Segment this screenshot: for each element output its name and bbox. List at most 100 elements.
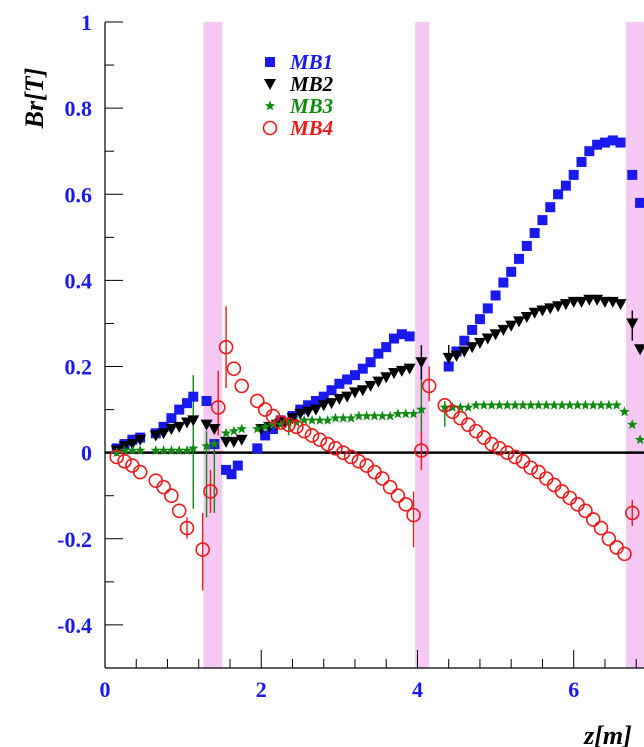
- data-point-mb3: [252, 423, 263, 434]
- data-point-mb2: [380, 372, 393, 384]
- data-point-mb2: [505, 320, 518, 332]
- series-mb1: [111, 135, 644, 480]
- data-point-mb3: [209, 438, 220, 449]
- data-point-mb2: [466, 342, 479, 354]
- data-point-mb3: [236, 423, 247, 434]
- data-point-mb1: [615, 137, 626, 148]
- data-point-mb4: [507, 449, 523, 465]
- data-point-mb4: [210, 400, 226, 415]
- data-point-mb2: [173, 421, 186, 433]
- data-point-mb1: [396, 329, 407, 340]
- data-point-mb3: [158, 445, 169, 455]
- data-point-mb1: [342, 374, 353, 385]
- data-point-mb4: [617, 546, 632, 562]
- data-point-mb3: [345, 412, 357, 423]
- data-point-mb3: [494, 399, 505, 410]
- data-point-mb3: [134, 445, 146, 455]
- legend-label-mb1: MB1: [289, 50, 333, 74]
- data-point-mb3: [353, 410, 365, 421]
- data-point-mb4: [421, 378, 437, 394]
- data-point-mb1: [635, 197, 644, 208]
- legend-marker-mb4: [262, 120, 278, 136]
- legend-label-mb2: MB2: [289, 72, 334, 96]
- data-point-mb3: [447, 401, 458, 412]
- y-tick-label: 0.8: [65, 96, 93, 121]
- data-point-mb1: [529, 228, 540, 239]
- data-point-mb4: [132, 464, 148, 480]
- data-point-mb1: [166, 413, 177, 424]
- data-point-mb2: [388, 367, 401, 379]
- data-point-mb3: [111, 447, 122, 458]
- data-point-mb4: [218, 339, 234, 355]
- data-point-mb2: [341, 391, 354, 403]
- data-point-mb3: [377, 410, 388, 421]
- data-point-mb3: [572, 399, 583, 410]
- data-point-mb3: [470, 399, 482, 410]
- data-point-mb4: [289, 419, 304, 435]
- legend-marker-mb3: [264, 100, 276, 111]
- data-point-mb2: [528, 307, 541, 319]
- y-tick-label: 1: [81, 10, 92, 35]
- data-point-mb1: [404, 331, 415, 342]
- data-point-mb1: [232, 460, 243, 471]
- data-point-mb2: [309, 404, 322, 416]
- x-tick-label: 0: [100, 677, 111, 702]
- data-point-mb1: [443, 361, 454, 372]
- data-point-mb1: [459, 335, 470, 346]
- data-point-mb3: [322, 414, 333, 425]
- data-point-mb4: [593, 520, 609, 536]
- data-point-mb2: [208, 423, 221, 435]
- data-point-mb2: [149, 430, 162, 442]
- data-point-mb2: [544, 303, 557, 315]
- data-point-mb1: [349, 370, 360, 381]
- data-point-mb1: [381, 342, 392, 353]
- data-point-mb1: [201, 395, 212, 406]
- data-point-mb3: [595, 399, 607, 410]
- data-point-mb1: [498, 277, 509, 288]
- data-point-mb1: [226, 469, 237, 480]
- data-point-mb4: [156, 479, 171, 495]
- x-axis-title: z[m]: [583, 721, 632, 747]
- data-point-mb2: [372, 376, 385, 388]
- data-point-mb3: [384, 410, 396, 421]
- data-point-mb3: [174, 445, 185, 455]
- data-point-mb4: [296, 423, 312, 439]
- data-point-mb3: [611, 399, 622, 410]
- data-point-mb2: [220, 436, 233, 448]
- data-point-mb2: [458, 346, 471, 358]
- data-point-mb3: [338, 412, 349, 423]
- data-point-mb3: [150, 445, 161, 455]
- data-point-mb3: [580, 399, 591, 410]
- data-point-mb4: [164, 488, 179, 504]
- data-point-mb1: [599, 137, 610, 148]
- shaded-band-1: [203, 22, 223, 668]
- data-point-mb1: [373, 348, 384, 359]
- data-point-mb3: [291, 417, 302, 427]
- legend-label-mb3: MB3: [289, 94, 333, 118]
- data-point-mb3: [478, 399, 490, 410]
- data-point-mb3: [392, 408, 404, 419]
- data-point-mb4: [109, 449, 125, 465]
- data-point-mb3: [283, 417, 294, 427]
- data-point-mb3: [541, 399, 552, 410]
- data-point-mb1: [303, 400, 314, 411]
- data-point-mb3: [188, 442, 199, 453]
- data-point-mb4: [390, 488, 406, 504]
- data-point-mb1: [357, 363, 368, 374]
- data-point-mb3: [166, 445, 177, 455]
- data-point-mb3: [306, 414, 318, 425]
- x-tick-label: 2: [256, 677, 267, 702]
- series-mb4: [109, 339, 640, 562]
- y-tick-label: 0.4: [65, 268, 93, 293]
- data-point-mb4: [234, 378, 250, 394]
- data-point-mb1: [334, 378, 345, 389]
- data-point-mb4: [601, 531, 617, 547]
- y-axis-title: Br[T]: [20, 68, 49, 130]
- legend-marker-mb2: [264, 79, 276, 90]
- data-point-mb3: [127, 445, 138, 455]
- data-point-mb3: [119, 445, 130, 455]
- data-point-mb2: [325, 398, 338, 410]
- data-point-mb3: [463, 401, 474, 412]
- legend-label-mb4: MB4: [289, 116, 333, 140]
- data-point-mb1: [326, 385, 337, 396]
